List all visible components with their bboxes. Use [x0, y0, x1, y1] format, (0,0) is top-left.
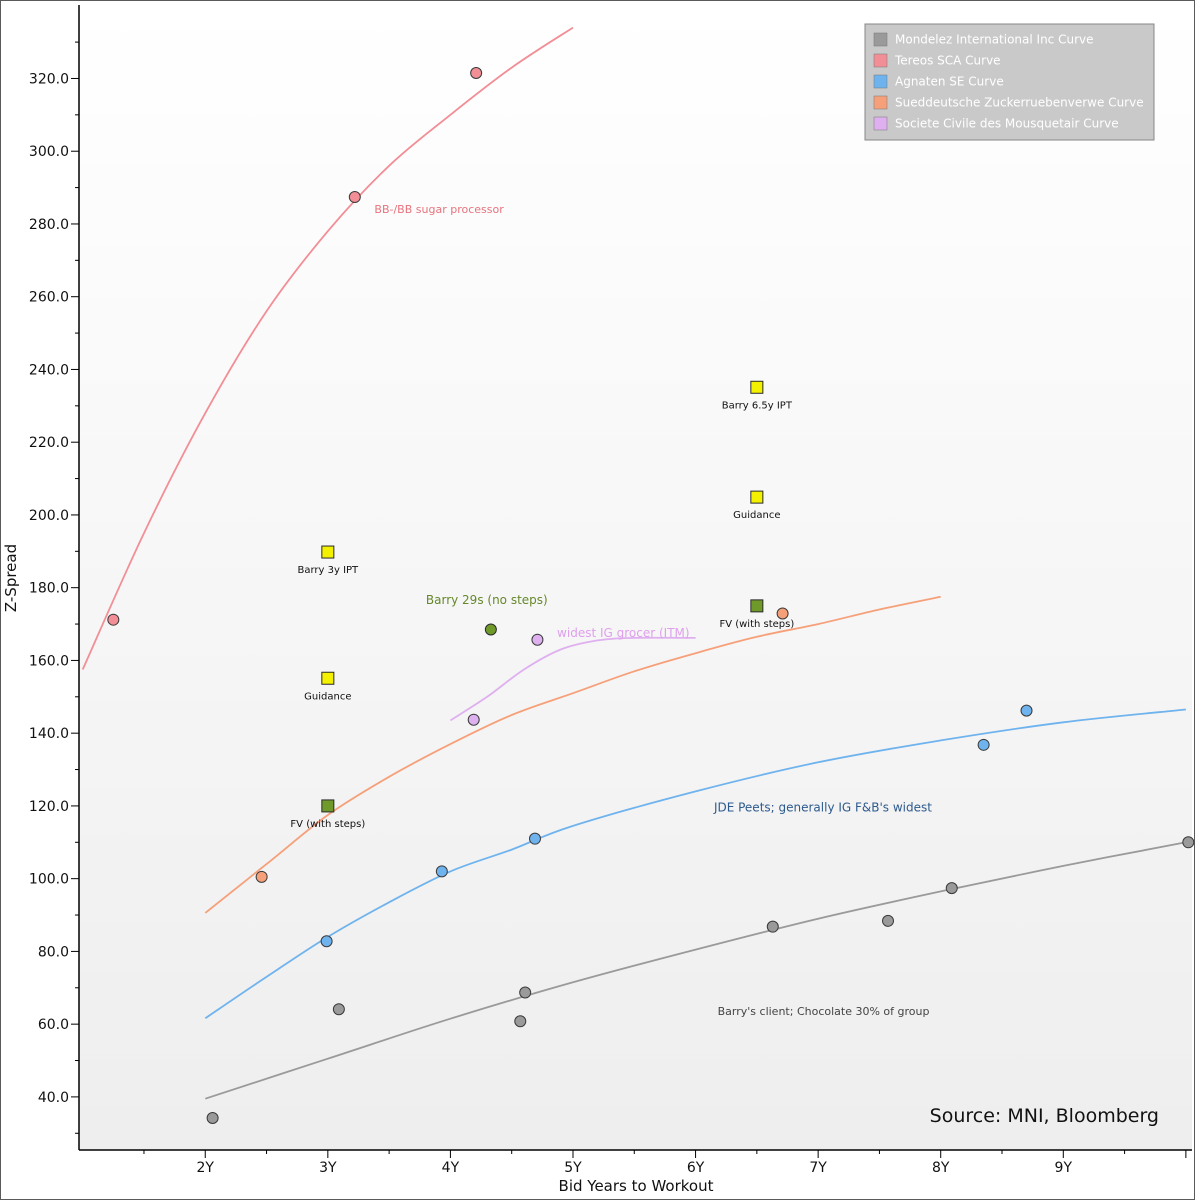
agnaten-se-curve-point[interactable]: [1020, 704, 1033, 717]
fv-3y-marker[interactable]: [321, 799, 335, 813]
legend: Mondelez International Inc Curve Tereos S…: [864, 23, 1155, 141]
mondelez-international-inc-curve-line: [205, 841, 1187, 1100]
legend-swatch-sueddeutsche-zuckerruebenverwe-curve: [873, 95, 888, 110]
y-tick-label: 240.0: [29, 362, 69, 378]
y-tick-label: 80.0: [38, 944, 69, 960]
legend-label-sueddeutsche-zuckerruebenverwe-curve[interactable]: Sueddeutsche Zuckerruebenverwe Curve: [895, 96, 1144, 110]
sueddeutsche-zuckerruebenverwe-curve-line: [204, 595, 941, 914]
y-tick-label: 100.0: [29, 872, 69, 888]
mondelez-international-inc-curve-point[interactable]: [206, 1111, 219, 1124]
mondelez-international-inc-curve-point[interactable]: [882, 914, 895, 927]
x-axis-title: Bid Years to Workout: [559, 1177, 714, 1195]
x-tick-label: 2Y: [197, 1160, 215, 1176]
legend-swatch-tereos-sca-curve: [873, 53, 888, 68]
tereos-sca-curve-line: [81, 26, 574, 670]
y-tick-label: 120.0: [29, 799, 69, 815]
sueddeutsche-zuckerruebenverwe-curve-point[interactable]: [776, 607, 789, 620]
societe-civile-des-mousquetair-curve-line: [449, 636, 696, 722]
y-tick-label: 200.0: [29, 508, 69, 524]
legend-swatch-mondelez-international-inc-curve: [873, 32, 888, 47]
x-axis: 2Y 3Y 4Y 5Y 6Y 7Y 8Y 9Y: [79, 1149, 1192, 1176]
y-tick-label: 220.0: [29, 435, 69, 451]
y-tick-label: 140.0: [29, 726, 69, 742]
y-tick-label: 40.0: [38, 1090, 69, 1106]
agnaten-se-curve-point[interactable]: [977, 738, 990, 751]
y-tick-label: 180.0: [29, 581, 69, 597]
legend-label-societe-civile-des-mousquetair-curve[interactable]: Societe Civile des Mousquetair Curve: [895, 117, 1119, 131]
legend-box: [864, 23, 1155, 141]
mondelez-international-inc-curve-point[interactable]: [945, 882, 958, 895]
agnaten-se-curve-point[interactable]: [528, 832, 541, 845]
ann-sugar-processor: BB-/BB sugar processor: [374, 203, 504, 216]
x-tick-label: 8Y: [932, 1160, 950, 1176]
barry-29s-point[interactable]: [484, 623, 497, 636]
y-tick-label: 280.0: [29, 217, 69, 233]
ann-barry-29s: Barry 29s (no steps): [426, 593, 548, 607]
barry-6-5y-ipt-marker[interactable]: [750, 380, 764, 394]
mondelez-international-inc-curve-point[interactable]: [332, 1003, 345, 1016]
societe-civile-des-mousquetair-curve-point[interactable]: [467, 713, 480, 726]
source-note: Source: MNI, Bloomberg: [930, 1105, 1159, 1127]
barry-3y-ipt-label: Barry 3y IPT: [297, 565, 359, 576]
ann-barry-client: Barry's client; Chocolate 30% of group: [718, 1005, 930, 1018]
agnaten-se-curve-point[interactable]: [435, 865, 448, 878]
ann-jde-peets: JDE Peets; generally IG F&B's widest: [713, 800, 932, 814]
x-tick-label: 6Y: [687, 1160, 705, 1176]
series-points: [107, 67, 1195, 1124]
tereos-sca-curve-point[interactable]: [470, 67, 483, 80]
fv-6-5y-label: FV (with steps): [719, 619, 794, 630]
tereos-sca-curve-point[interactable]: [348, 191, 361, 204]
fv-6-5y-marker[interactable]: [750, 599, 764, 613]
mondelez-international-inc-curve-point[interactable]: [766, 920, 779, 933]
y-tick-label: 260.0: [29, 290, 69, 306]
ann-ig-grocer: widest IG grocer (ITM): [557, 626, 690, 640]
annotations: BB-/BB sugar processor Barry 29s (no step…: [374, 203, 932, 1018]
square-markers: Barry 3y IPT Guidance FV (with steps) Barry…: [290, 380, 794, 830]
y-axis-title: Z-Spread: [2, 544, 20, 612]
x-tick-label: 4Y: [442, 1160, 460, 1176]
sueddeutsche-zuckerruebenverwe-curve-point[interactable]: [255, 870, 268, 883]
legend-swatch-societe-civile-des-mousquetair-curve: [873, 116, 888, 131]
barry-6-5y-ipt-label: Barry 6.5y IPT: [722, 400, 793, 411]
y-tick-label: 320.0: [29, 71, 69, 87]
y-axis: 40.0 60.0 80.0 100.0 120.0 140.0 160.0 180.0 200…: [29, 5, 80, 1150]
x-tick-label: 3Y: [319, 1160, 337, 1176]
y-tick-label: 60.0: [38, 1017, 69, 1033]
mondelez-international-inc-curve-point[interactable]: [519, 986, 532, 999]
fv-3y-label: FV (with steps): [290, 819, 365, 830]
legend-label-tereos-sca-curve[interactable]: Tereos SCA Curve: [894, 54, 1001, 68]
agnaten-se-curve-point[interactable]: [320, 935, 333, 948]
x-tick-label: 5Y: [564, 1160, 582, 1176]
y-tick-label: 160.0: [29, 653, 69, 669]
guidance-3y-marker[interactable]: [321, 671, 335, 685]
y-tick-label: 300.0: [29, 144, 69, 160]
x-tick-label: 7Y: [809, 1160, 827, 1176]
mondelez-international-inc-curve-point[interactable]: [1182, 836, 1195, 849]
legend-label-agnaten-se-curve[interactable]: Agnaten SE Curve: [895, 75, 1004, 89]
guidance-6-5y-label: Guidance: [733, 510, 780, 521]
guidance-3y-label: Guidance: [304, 691, 351, 702]
x-tick-label: 9Y: [1055, 1160, 1073, 1176]
legend-swatch-agnaten-se-curve: [873, 74, 888, 89]
barry-3y-ipt-marker[interactable]: [321, 545, 335, 559]
legend-label-mondelez-international-inc-curve[interactable]: Mondelez International Inc Curve: [895, 33, 1094, 47]
plot-background: [79, 5, 1192, 1150]
guidance-6-5y-marker[interactable]: [750, 490, 764, 504]
mondelez-international-inc-curve-point[interactable]: [514, 1015, 527, 1028]
societe-civile-des-mousquetair-curve-point[interactable]: [531, 633, 544, 646]
tereos-sca-curve-point[interactable]: [107, 613, 120, 626]
